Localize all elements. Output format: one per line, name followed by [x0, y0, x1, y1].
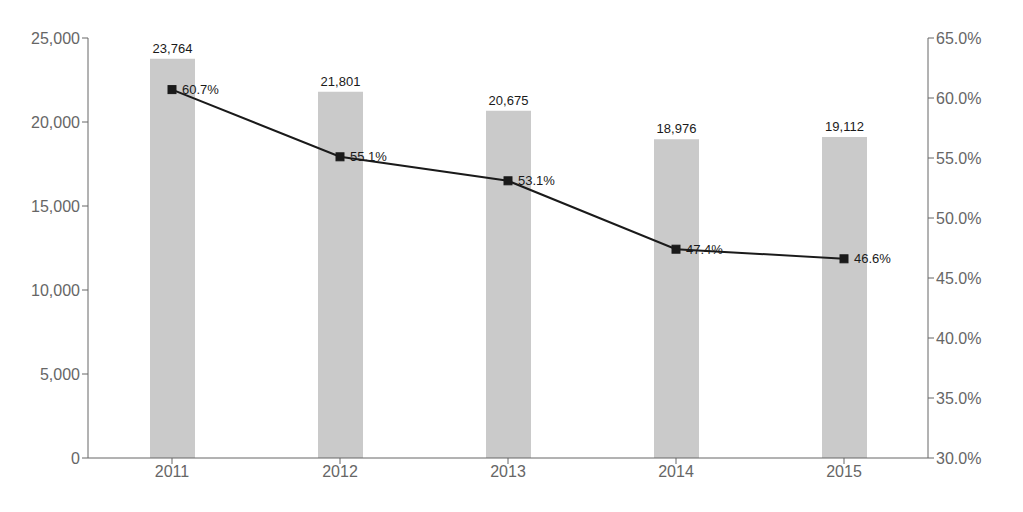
svg-text:21,801: 21,801 — [321, 74, 361, 89]
svg-text:65.0%: 65.0% — [936, 30, 981, 47]
svg-text:5,000: 5,000 — [40, 366, 80, 383]
svg-text:25,000: 25,000 — [31, 30, 80, 47]
svg-text:50.0%: 50.0% — [936, 210, 981, 227]
svg-text:47.4%: 47.4% — [686, 242, 723, 257]
svg-text:53.1%: 53.1% — [518, 173, 555, 188]
svg-text:60.0%: 60.0% — [936, 90, 981, 107]
svg-text:40.0%: 40.0% — [936, 330, 981, 347]
svg-text:2011: 2011 — [155, 463, 190, 480]
svg-text:18,976: 18,976 — [657, 121, 697, 136]
svg-text:35.0%: 35.0% — [936, 390, 981, 407]
svg-text:20,000: 20,000 — [31, 114, 80, 131]
svg-text:2013: 2013 — [490, 463, 526, 480]
svg-text:60.7%: 60.7% — [182, 82, 219, 97]
svg-text:55.0%: 55.0% — [936, 150, 981, 167]
svg-text:23,764: 23,764 — [153, 41, 193, 56]
svg-text:15,000: 15,000 — [31, 198, 80, 215]
svg-text:19,112: 19,112 — [825, 119, 864, 134]
svg-text:46.6%: 46.6% — [854, 251, 891, 266]
svg-text:0: 0 — [71, 450, 80, 467]
svg-text:30.0%: 30.0% — [936, 450, 981, 467]
svg-text:2014: 2014 — [658, 463, 694, 480]
svg-text:2015: 2015 — [826, 463, 862, 480]
svg-text:20,675: 20,675 — [489, 93, 529, 108]
svg-text:55.1%: 55.1% — [350, 149, 387, 164]
svg-text:10,000: 10,000 — [31, 282, 80, 299]
svg-text:2012: 2012 — [322, 463, 358, 480]
svg-text:45.0%: 45.0% — [936, 270, 981, 287]
